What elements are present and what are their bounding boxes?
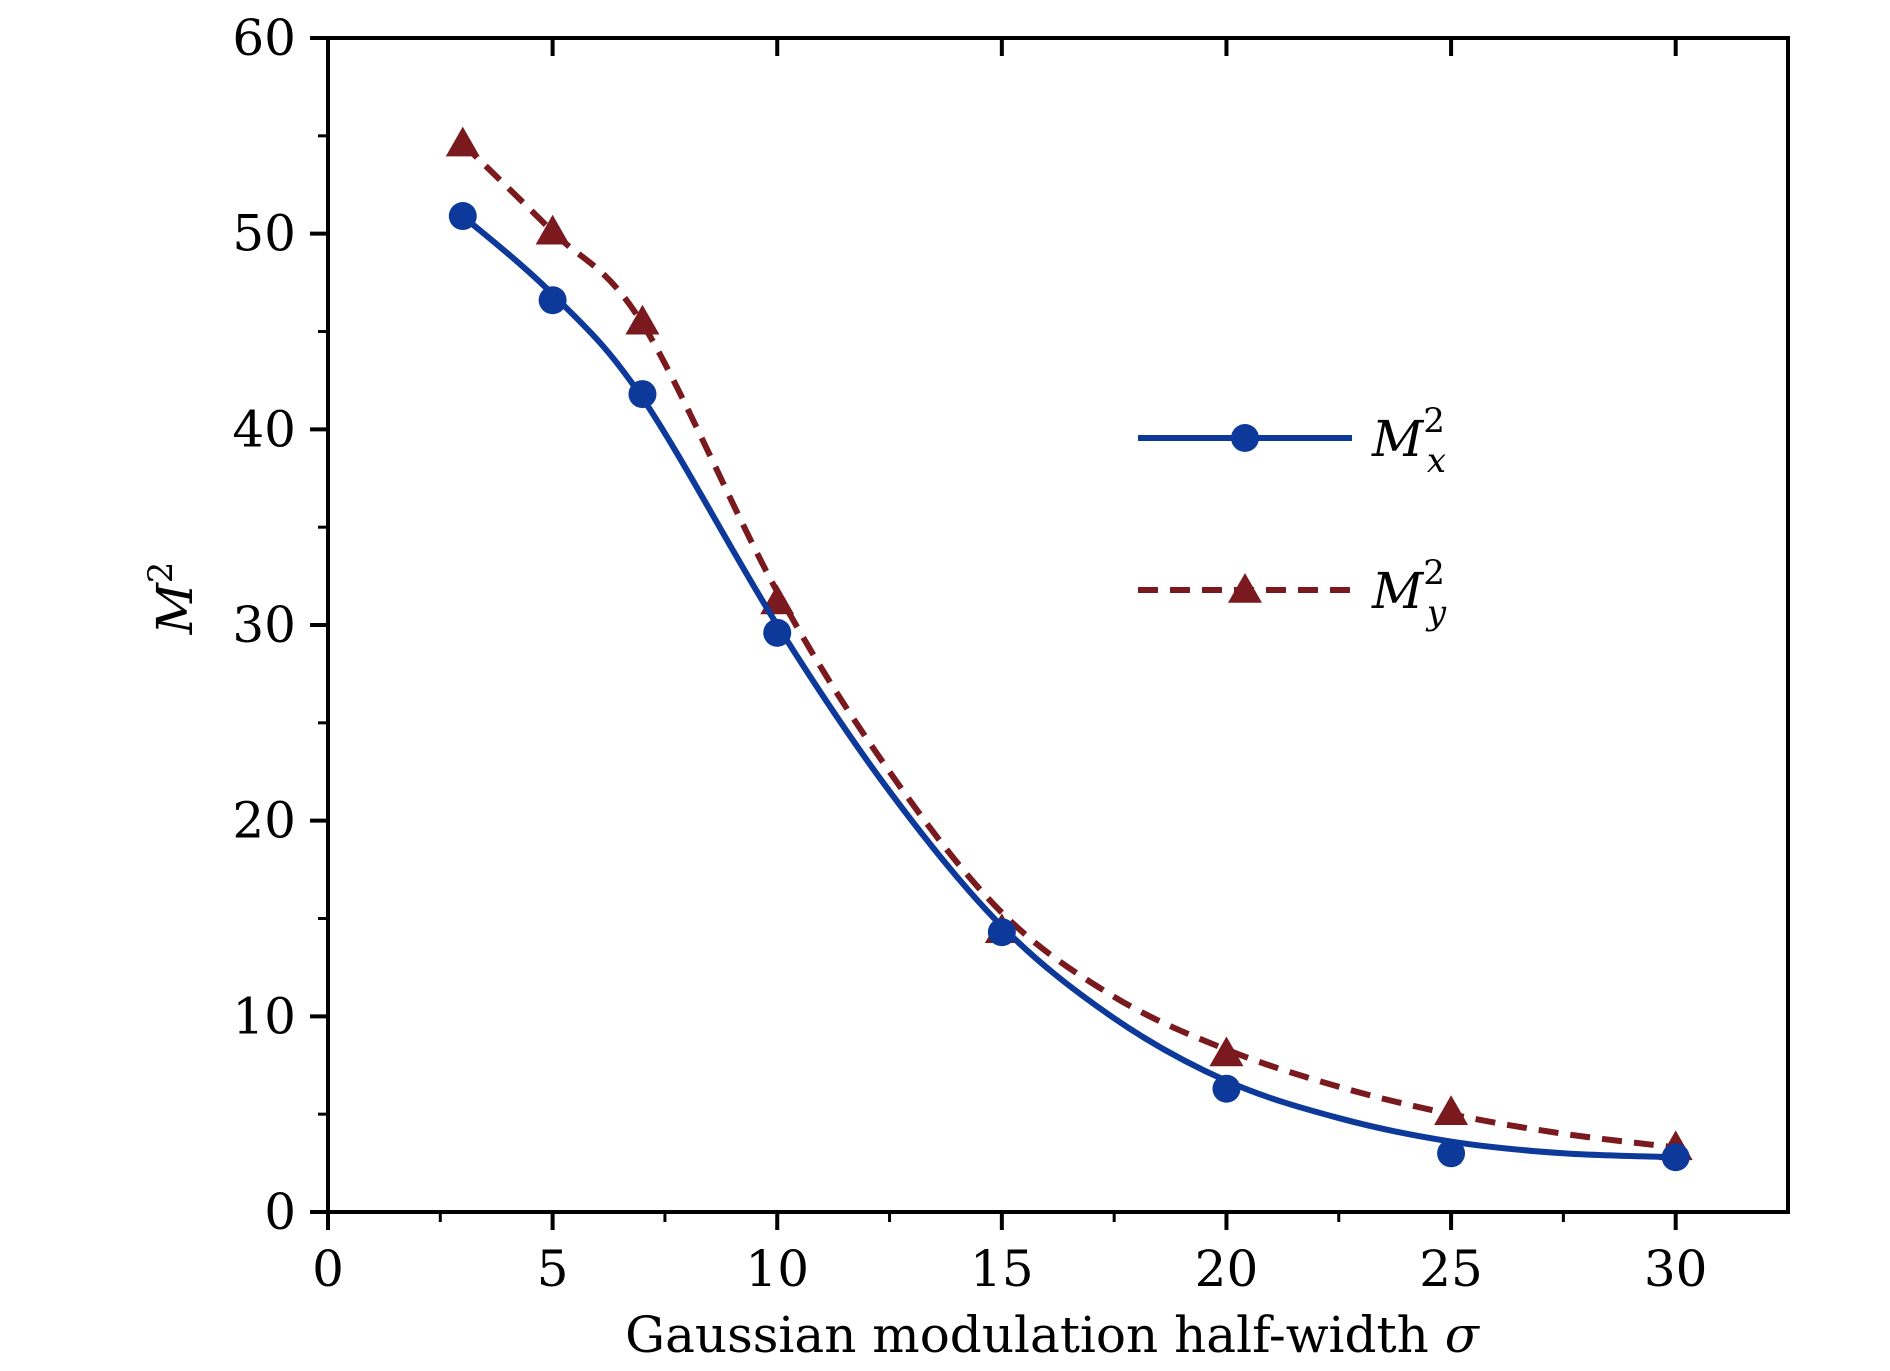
data-point-x [1661,1143,1690,1172]
y-axis-title-main: M [146,581,204,635]
data-point-x [987,918,1016,947]
data-point-y [535,214,570,245]
data-point-x [448,202,477,231]
data-point-x [538,286,567,315]
x-tick-label: 15 [970,1240,1034,1298]
series-x [448,202,1690,1172]
legend-label-sub: x [1427,441,1446,481]
legend-entry-y: M2 y [1138,553,1447,633]
y-axis-title: M2 [141,562,204,636]
series-line-x [460,213,1676,1161]
series-line-y [460,141,1677,1151]
x-axis-title-symbol: σ [1445,1306,1481,1364]
plot-frame [326,36,1790,1214]
legend-label-sup: 2 [1423,553,1445,593]
legend-label-main: M [1371,410,1425,468]
x-tick-label: 20 [1195,1240,1259,1298]
legend-label-sub: y [1425,593,1447,633]
x-axis-title-text: Gaussian modulation half-width [625,1306,1445,1364]
legend-label-x: M2 x [1371,401,1446,481]
y-tick-label: 60 [232,9,296,67]
series-y [445,126,1693,1161]
x-tick-label: 5 [537,1240,569,1298]
data-point-x [1212,1074,1241,1103]
x-axis-title: Gaussian modulation half-width σ [625,1306,1481,1364]
data-point-y [445,126,480,157]
data-point-y [1209,1036,1244,1067]
y-tick-label: 10 [232,987,296,1045]
legend-label-y: M2 y [1371,553,1447,633]
y-tick-label: 30 [232,596,296,654]
legend-entry-x: M2 x [1138,401,1446,481]
data-point-x [1437,1139,1466,1168]
y-tick-label: 0 [264,1183,296,1241]
data-point-x [628,380,657,409]
ticks-layer [310,36,1678,1230]
y-axis-title-sup: 2 [141,562,181,584]
y-tick-label: 50 [232,205,296,263]
y-tick-label: 20 [232,792,296,850]
y-tick-label: 40 [232,400,296,458]
x-tick-label: 25 [1419,1240,1483,1298]
legend: M2 xM2 y [1138,401,1447,633]
data-point-y [625,304,660,335]
x-tick-label: 0 [312,1240,344,1298]
legend-label-sup: 2 [1423,401,1445,441]
series-layer [445,126,1693,1172]
legend-marker-y [1228,573,1262,603]
legend-label-main: M [1371,562,1425,620]
x-tick-label: 30 [1644,1240,1708,1298]
data-point-y [1434,1095,1469,1125]
tick-labels-layer: 0 5 10 15 20 25 30 0 10 20 30 40 50 60 [232,9,1707,1298]
legend-marker-x [1231,424,1259,452]
x-tick-label: 10 [745,1240,809,1298]
data-point-x [763,618,792,647]
